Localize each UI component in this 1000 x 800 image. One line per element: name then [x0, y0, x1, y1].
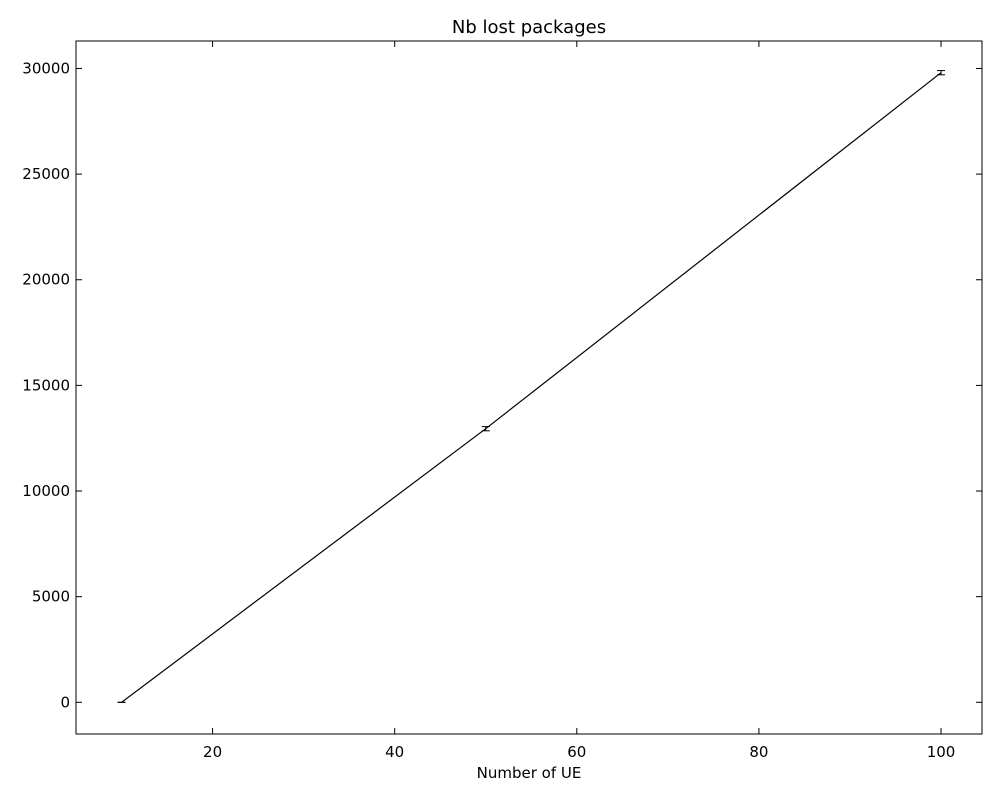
- y-tick-label: 30000: [22, 59, 70, 77]
- y-tick-label: 5000: [32, 588, 70, 606]
- x-tick-label: 60: [567, 743, 586, 761]
- y-axis: 0 5000 10000 15000 20000 25000 30000: [22, 59, 982, 711]
- y-tick-label: 0: [60, 693, 70, 711]
- x-tick-label: 20: [203, 743, 222, 761]
- plot-area: [117, 70, 946, 703]
- x-tick-label: 100: [927, 743, 956, 761]
- y-tick-label: 15000: [22, 376, 70, 394]
- series-line: [121, 72, 942, 703]
- plot-frame: [75, 40, 983, 735]
- x-tick-label: 80: [749, 743, 768, 761]
- y-tick-label: 25000: [22, 165, 70, 183]
- x-axis: 20 40 60 80 100: [203, 41, 955, 761]
- x-tick-label: 40: [385, 743, 404, 761]
- y-tick-label: 20000: [22, 271, 70, 289]
- y-tick-label: 10000: [22, 482, 70, 500]
- x-axis-label: Number of UE: [477, 764, 582, 782]
- chart-title: Nb lost packages: [452, 17, 606, 38]
